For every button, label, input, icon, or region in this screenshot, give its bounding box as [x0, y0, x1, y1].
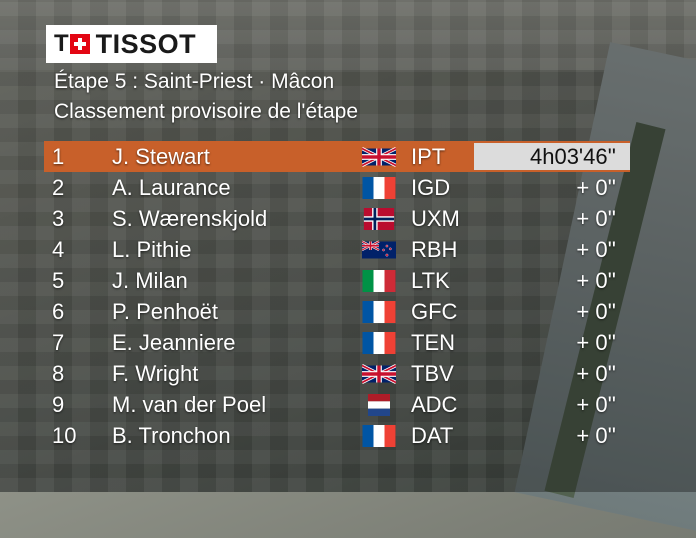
- team-code: TEN: [411, 329, 455, 355]
- team-code: DAT: [411, 422, 454, 448]
- team-code: UXM: [411, 205, 460, 231]
- tissot-mark-letter: T: [54, 30, 69, 57]
- table-row: 3 S. Wærenskjold UXM + 0'': [44, 203, 630, 234]
- table-row: 1 J. Stewart IPT 4h03'46'': [44, 141, 630, 172]
- table-row: 6 P. Penhoët GFC + 0'': [44, 296, 630, 327]
- nz-flag-icon: [362, 239, 396, 261]
- gb-flag-icon: [362, 146, 396, 168]
- fr-flag-icon: [362, 425, 396, 447]
- leader-time-box: [474, 143, 630, 170]
- team-code: TBV: [411, 360, 454, 386]
- no-flag-icon: [362, 208, 396, 230]
- background-shade: [0, 0, 696, 492]
- time: 4h03'46'': [529, 143, 616, 169]
- rank: 10: [52, 422, 77, 448]
- nl-flag-icon: [362, 394, 396, 416]
- time-gap: + 0'': [576, 236, 616, 262]
- stage-subtitle: Classement provisoire de l'étape: [54, 100, 358, 123]
- swiss-cross-icon: [69, 34, 90, 54]
- classification-table: 1 J. Stewart IPT 4h03'46'' 2 A. Laurance…: [44, 141, 630, 451]
- fr-flag-icon: [362, 301, 396, 323]
- table-row: 10 B. Tronchon DAT + 0'': [44, 420, 630, 451]
- rank: 8: [52, 360, 65, 386]
- team-code: IPT: [411, 143, 446, 169]
- rider-name: B. Tronchon: [112, 422, 231, 448]
- fr-flag-icon: [362, 177, 396, 199]
- table-row: 7 E. Jeanniere TEN + 0'': [44, 327, 630, 358]
- rider-name: P. Penhoët: [112, 298, 219, 324]
- team-code: LTK: [411, 267, 450, 293]
- rank: 2: [52, 174, 65, 200]
- team-code: GFC: [411, 298, 458, 324]
- it-flag-icon: [362, 270, 396, 292]
- rank: 4: [52, 236, 65, 262]
- time-gap: + 0'': [576, 267, 616, 293]
- time-gap: + 0'': [576, 174, 616, 200]
- time-gap: + 0'': [576, 298, 616, 324]
- rider-name: S. Wærenskjold: [112, 205, 268, 231]
- table-row: 2 A. Laurance IGD + 0'': [44, 172, 630, 203]
- rider-name: M. van der Poel: [112, 391, 267, 417]
- rank: 7: [52, 329, 65, 355]
- team-code: ADC: [411, 391, 458, 417]
- rank: 9: [52, 391, 65, 417]
- rank: 5: [52, 267, 65, 293]
- team-code: IGD: [411, 174, 451, 200]
- rider-name: A. Laurance: [112, 174, 231, 200]
- time-gap: + 0'': [576, 422, 616, 448]
- tissot-brand-name: TISSOT: [95, 28, 197, 59]
- rank: 3: [52, 205, 65, 231]
- table-row: 4 L. Pithie RBH + 0'': [44, 234, 630, 265]
- time-gap: + 0'': [576, 329, 616, 355]
- rank: 1: [52, 143, 65, 169]
- rider-name: J. Stewart: [112, 143, 210, 169]
- table-row: 9 M. van der Poel ADC + 0'': [44, 389, 630, 420]
- stage-title: Étape 5 : Saint-Priest · Mâcon: [54, 70, 335, 93]
- table-row: 8 F. Wright TBV + 0'': [44, 358, 630, 389]
- fr-flag-icon: [362, 332, 396, 354]
- tissot-mark: T: [54, 32, 90, 56]
- rider-name: J. Milan: [112, 267, 188, 293]
- rank: 6: [52, 298, 65, 324]
- rider-name: E. Jeanniere: [112, 329, 236, 355]
- time-gap: + 0'': [576, 205, 616, 231]
- tissot-logo: T TISSOT: [46, 25, 217, 63]
- table-row: 5 J. Milan LTK + 0'': [44, 265, 630, 296]
- time-gap: + 0'': [576, 391, 616, 417]
- rider-name: L. Pithie: [112, 236, 192, 262]
- time-gap: + 0'': [576, 360, 616, 386]
- rider-name: F. Wright: [112, 360, 199, 386]
- gb-flag-icon: [362, 363, 396, 385]
- team-code: RBH: [411, 236, 458, 262]
